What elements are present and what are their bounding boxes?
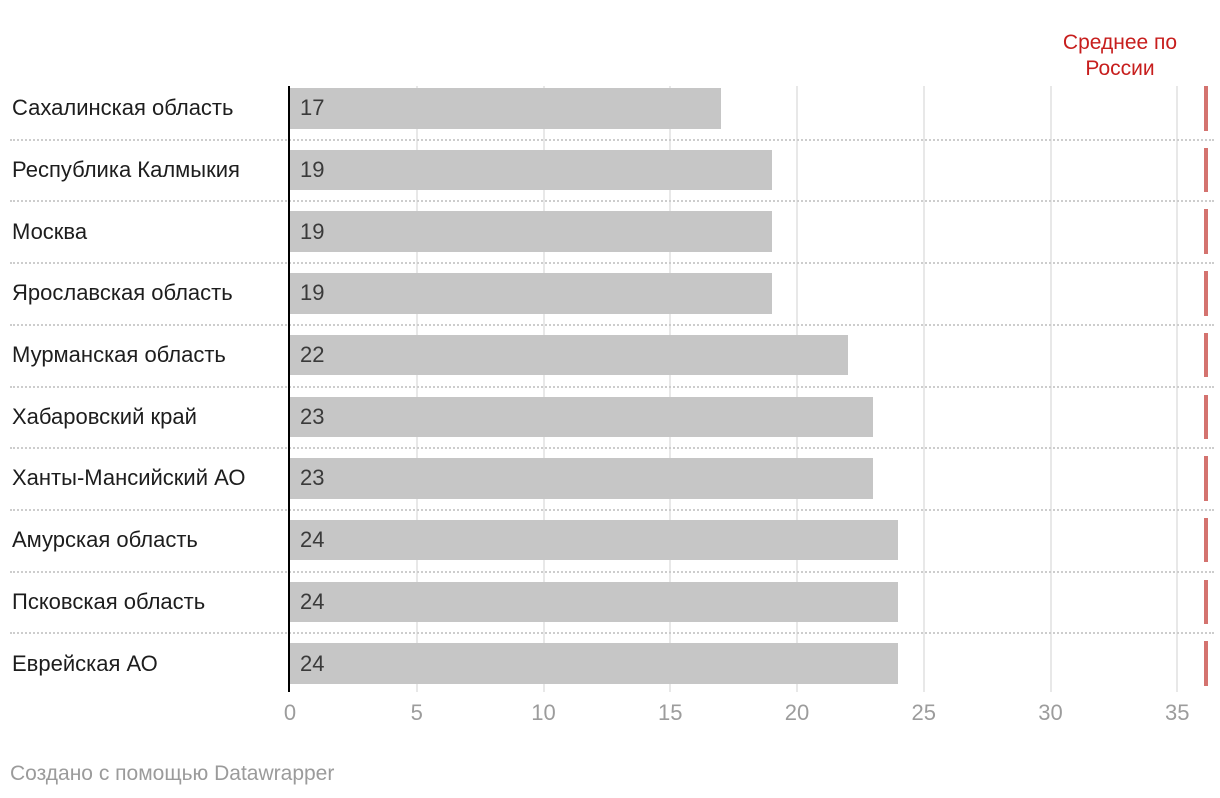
category-label: Амурская область (12, 527, 198, 553)
gridline-35 (1176, 86, 1179, 692)
x-tick-label: 5 (410, 700, 423, 725)
bar-value-label: 19 (300, 156, 325, 182)
x-tick-label: 20 (784, 700, 810, 725)
bar-value-label: 22 (300, 342, 325, 368)
category-label: Мурманская область (12, 342, 226, 368)
category-label: Сахалинская область (12, 95, 234, 121)
category-label: Москва (12, 218, 88, 244)
bar: 24 (290, 519, 899, 561)
row-separator (10, 508, 1214, 511)
bar-value-label: 19 (300, 218, 325, 244)
category-label: Ханты-Мансийский АО (12, 465, 246, 491)
bar: 23 (290, 458, 874, 499)
row-separator (10, 632, 1214, 635)
bar-value-label: 23 (300, 465, 325, 491)
bar: 24 (290, 643, 899, 684)
gridline-30 (1049, 86, 1052, 692)
bar-value-label: 24 (300, 588, 325, 614)
bar: 24 (290, 581, 899, 623)
category-label: Ярославская область (12, 280, 233, 306)
category-label: Хабаровский край (12, 403, 197, 429)
reference-line-segment (1203, 332, 1208, 378)
x-tick-label: 15 (658, 700, 683, 725)
bar: 19 (290, 273, 772, 314)
reference-line-segment (1203, 579, 1208, 625)
reference-line-segment (1203, 517, 1208, 563)
bar: 22 (290, 334, 848, 376)
x-tick-label: 25 (911, 700, 936, 725)
reference-line-segment (1203, 394, 1208, 439)
reference-line-segment (1203, 147, 1208, 193)
reference-line-segment (1203, 456, 1208, 501)
row-separator (10, 570, 1214, 573)
category-label: Республика Калмыкия (12, 156, 240, 182)
bar-value-label: 23 (300, 403, 325, 429)
gridline-25 (922, 86, 925, 692)
bar-value-label: 24 (300, 650, 325, 676)
x-tick-label: 10 (531, 700, 556, 725)
x-tick-label: 0 (283, 700, 297, 725)
gridline-10 (542, 86, 545, 692)
reference-line-segment (1203, 641, 1208, 686)
gridline-15 (669, 86, 672, 692)
gridline-20 (796, 86, 798, 692)
row-separator (10, 138, 1214, 141)
row-separator (10, 447, 1214, 450)
row-separator (10, 200, 1214, 203)
bar: 23 (290, 396, 874, 437)
category-label: Еврейская АО (12, 650, 158, 676)
attribution-footer: Создано с помощью Datawrapper (10, 762, 335, 785)
row-separator (10, 385, 1214, 388)
bar: 17 (290, 88, 721, 129)
bar-value-label: 17 (300, 95, 325, 121)
reference-line-segment (1203, 209, 1208, 254)
reference-line-segment (1203, 271, 1208, 316)
bar-value-label: 19 (300, 280, 325, 306)
x-axis-zero-line (288, 86, 290, 692)
bar: 19 (290, 211, 772, 252)
x-tick-label: 35 (1165, 700, 1190, 725)
x-tick-label: 30 (1038, 700, 1063, 725)
row-separator (10, 323, 1214, 326)
category-label: Псковская область (12, 588, 206, 614)
reference-line-label: Среднее по России (1062, 31, 1178, 80)
gridline-5 (415, 86, 418, 692)
bar-value-label: 24 (300, 527, 325, 553)
row-separator (10, 262, 1214, 265)
reference-line-segment (1203, 86, 1208, 131)
bar: 19 (290, 149, 772, 191)
